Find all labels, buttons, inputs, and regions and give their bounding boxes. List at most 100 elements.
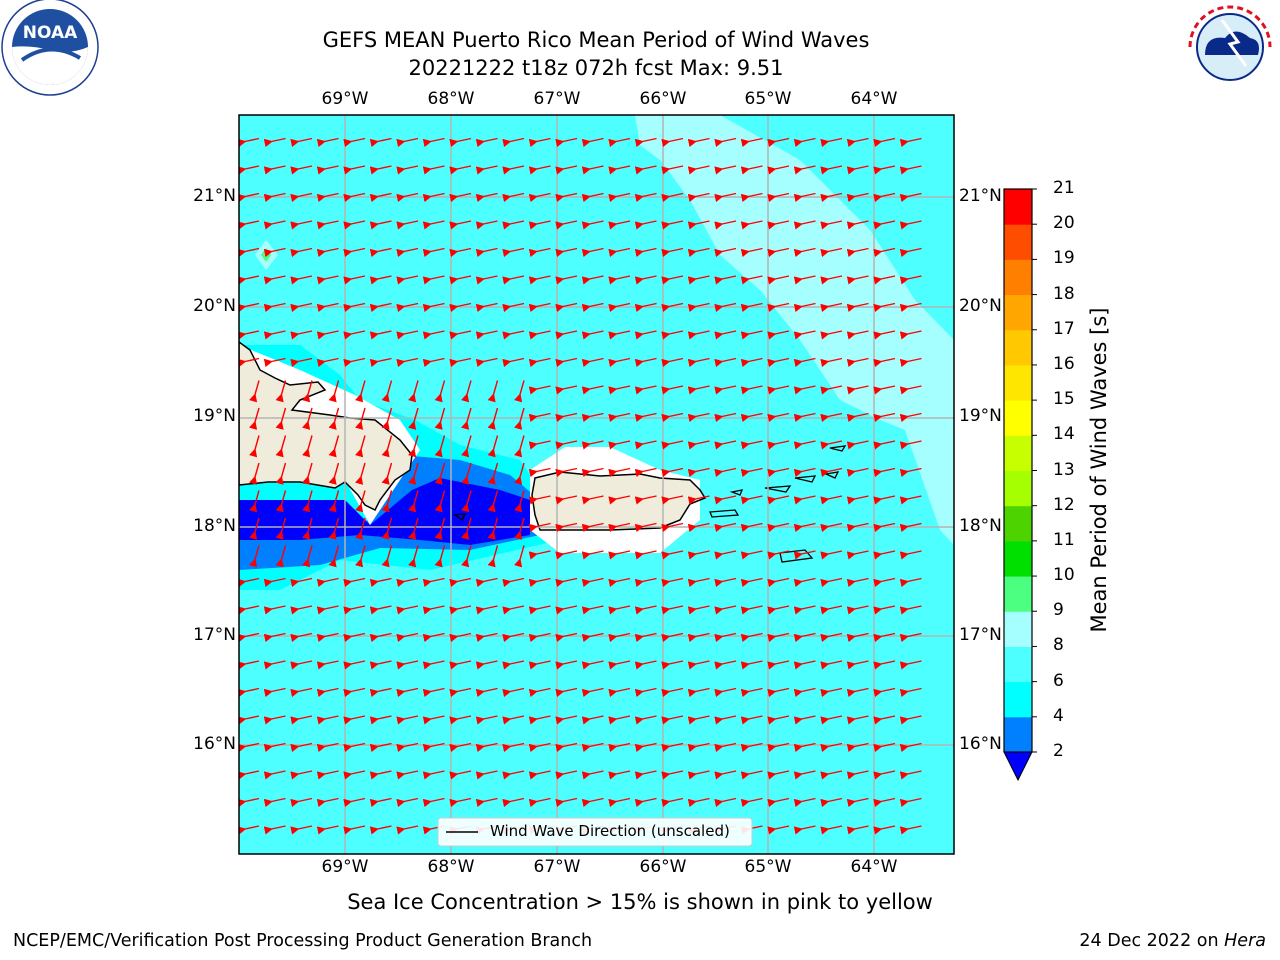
wind-wave-arrow bbox=[687, 660, 710, 670]
lat-label-left-18n: 18°N bbox=[193, 516, 236, 536]
wind-wave-arrow bbox=[687, 192, 710, 203]
wind-wave-arrow bbox=[714, 192, 737, 203]
wind-wave-arrow bbox=[249, 380, 260, 403]
wind-wave-arrow bbox=[899, 467, 922, 478]
wind-wave-arrow bbox=[381, 517, 393, 540]
wind-wave-arrow bbox=[661, 220, 684, 230]
wind-wave-arrow bbox=[767, 687, 790, 698]
wind-wave-arrow bbox=[449, 660, 472, 670]
wind-wave-arrow bbox=[661, 412, 684, 423]
wind-wave-arrow bbox=[820, 522, 843, 533]
wind-wave-arrow bbox=[528, 192, 551, 203]
wind-wave-arrow bbox=[846, 385, 869, 395]
wind-wave-arrow bbox=[528, 742, 551, 753]
wind-wave-arrow bbox=[461, 462, 472, 485]
wind-wave-arrow bbox=[528, 770, 551, 780]
colorbar-segment bbox=[1004, 681, 1032, 718]
wind-wave-arrow bbox=[581, 522, 604, 533]
wind-wave-arrow bbox=[634, 605, 657, 615]
lat-label-right-19n: 19°N bbox=[959, 406, 1002, 426]
wind-wave-arrow bbox=[449, 632, 472, 643]
wind-wave-arrow bbox=[355, 545, 366, 568]
wind-wave-arrow bbox=[316, 605, 339, 615]
wind-wave-arrow bbox=[487, 490, 499, 513]
wind-wave-arrow bbox=[634, 715, 657, 725]
wind-wave-arrow bbox=[290, 660, 313, 670]
wind-wave-arrow bbox=[873, 220, 896, 230]
wind-wave-arrow bbox=[714, 742, 737, 753]
wind-wave-arrow bbox=[687, 577, 710, 588]
wind-wave-arrow bbox=[740, 247, 763, 258]
wind-wave-arrow bbox=[820, 302, 843, 313]
wind-wave-arrow bbox=[714, 440, 737, 450]
wind-wave-arrow bbox=[687, 220, 710, 230]
wind-wave-arrow bbox=[422, 330, 445, 340]
wind-wave-arrow bbox=[634, 220, 657, 230]
lat-label-left-16n: 16°N bbox=[193, 734, 236, 754]
wind-wave-arrow bbox=[634, 440, 657, 450]
colorbar-segment bbox=[1004, 259, 1032, 296]
wind-wave-arrow bbox=[316, 192, 339, 203]
wind-wave-arrow bbox=[369, 275, 392, 285]
lon-label-top-69w: 69°W bbox=[321, 89, 369, 109]
wind-wave-arrow bbox=[434, 545, 446, 568]
wind-wave-arrow bbox=[899, 825, 922, 835]
wind-wave-arrow bbox=[581, 165, 604, 175]
wind-wave-arrow bbox=[302, 380, 313, 403]
wind-wave-arrow bbox=[661, 137, 684, 148]
wind-wave-arrow bbox=[487, 517, 499, 540]
wind-wave-arrow bbox=[661, 577, 684, 588]
wind-wave-arrow bbox=[422, 302, 445, 313]
wind-wave-arrow bbox=[290, 275, 313, 285]
wind-wave-arrow bbox=[899, 632, 922, 643]
wind-wave-arrow bbox=[740, 577, 763, 588]
wind-wave-arrow bbox=[263, 302, 286, 313]
wind-wave-arrow bbox=[396, 137, 419, 148]
wind-wave-arrow bbox=[608, 632, 631, 643]
wind-wave-arrow bbox=[263, 715, 286, 725]
colorbar-segment bbox=[1004, 224, 1032, 260]
wind-wave-arrow bbox=[793, 247, 816, 258]
wind-wave-arrow bbox=[461, 435, 472, 458]
wind-wave-arrow bbox=[369, 825, 392, 835]
wind-wave-arrow bbox=[873, 770, 896, 780]
wind-wave-arrow bbox=[608, 192, 631, 203]
wind-wave-arrow bbox=[487, 545, 499, 568]
wind-wave-arrow bbox=[687, 715, 710, 725]
wind-wave-arrow bbox=[555, 577, 578, 588]
wind-wave-arrow bbox=[608, 357, 631, 368]
wind-wave-arrow bbox=[239, 220, 260, 230]
wind-wave-arrow bbox=[369, 687, 392, 698]
wind-wave-arrow bbox=[608, 577, 631, 588]
wind-wave-arrow bbox=[767, 605, 790, 615]
wind-wave-arrow bbox=[396, 302, 419, 313]
wind-wave-arrow bbox=[634, 687, 657, 698]
wind-wave-arrow bbox=[422, 632, 445, 643]
wind-wave-arrow bbox=[316, 275, 339, 285]
wind-wave-arrow bbox=[369, 632, 392, 643]
wind-wave-arrow bbox=[475, 330, 498, 340]
wind-wave-arrow bbox=[355, 462, 366, 485]
wind-wave-arrow bbox=[661, 357, 684, 368]
lat-label-left-19n: 19°N bbox=[193, 406, 236, 426]
wind-wave-arrow bbox=[661, 302, 684, 313]
wind-wave-arrow bbox=[608, 687, 631, 698]
wind-wave-arrow bbox=[873, 330, 896, 340]
wind-wave-arrow bbox=[528, 302, 551, 313]
wind-wave-arrow bbox=[369, 577, 392, 588]
wind-wave-arrow bbox=[461, 407, 472, 430]
wind-wave-arrow bbox=[581, 660, 604, 670]
wind-wave-arrow bbox=[820, 385, 843, 395]
wind-wave-arrow bbox=[899, 330, 922, 340]
wind-wave-arrow bbox=[275, 490, 287, 513]
wind-wave-arrow bbox=[422, 357, 445, 368]
lon-label-bottom-64w: 64°W bbox=[850, 857, 898, 877]
colorbar bbox=[1003, 188, 1037, 782]
wind-wave-arrow bbox=[449, 247, 472, 258]
wind-wave-arrow bbox=[343, 742, 366, 753]
colorbar-tick-label: 14 bbox=[1053, 424, 1075, 445]
wind-wave-arrow bbox=[396, 770, 419, 780]
wind-wave-arrow bbox=[740, 275, 763, 285]
wind-wave-arrow bbox=[634, 302, 657, 313]
wind-wave-arrow bbox=[820, 577, 843, 588]
